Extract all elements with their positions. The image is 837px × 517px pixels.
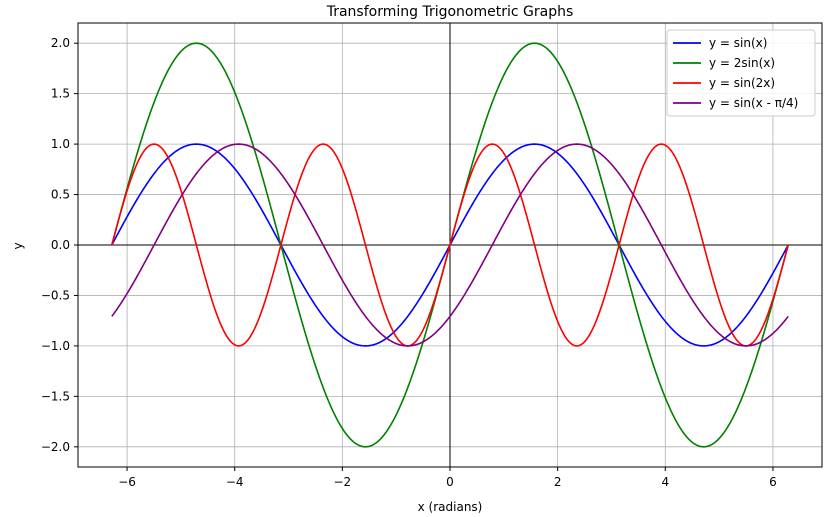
y-axis-title: y: [11, 242, 25, 249]
legend-box: [666, 29, 816, 117]
y-axis: −2.0 −1.5 −1.0 −0.5 0.0 0.5 1.0 1.5 2.0: [41, 36, 78, 454]
y-tick-label: 1.5: [51, 87, 70, 101]
x-tick-label: 0: [446, 475, 454, 489]
legend-label-2: y = 2sin(x): [709, 56, 775, 70]
x-axis-title: x (radians): [418, 500, 483, 514]
y-tick-label: −2.0: [41, 440, 70, 454]
y-tick-label: 0.5: [51, 188, 70, 202]
y-tick-label: 2.0: [51, 36, 70, 50]
y-tick-label: −1.5: [41, 389, 70, 403]
x-tick-label: −6: [118, 475, 136, 489]
x-tick-label: −4: [226, 475, 244, 489]
legend: y = sin(x) y = 2sin(x) y = sin(2x) y = sin(…: [666, 29, 816, 117]
x-tick-label: 2: [554, 475, 562, 489]
legend-label-1: y = sin(x): [709, 36, 767, 50]
y-tick-label: −0.5: [41, 288, 70, 302]
y-tick-label: −1.0: [41, 339, 70, 353]
x-tick-label: 6: [769, 475, 777, 489]
x-axis: −6 −4 −2 0 2 4 6: [118, 467, 777, 489]
series-line-3: [111, 143, 789, 347]
x-tick-label: −2: [334, 475, 352, 489]
x-tick-label: 4: [661, 475, 669, 489]
y-tick-label: 1.0: [51, 137, 70, 151]
legend-label-3: y = sin(2x): [709, 76, 775, 90]
legend-label-4: y = sin(x - π/4): [709, 96, 798, 110]
y-tick-label: 0.0: [51, 238, 70, 252]
series-group: [111, 42, 789, 448]
chart-title: Transforming Trigonometric Graphs: [326, 4, 574, 20]
series-line-4: [111, 143, 789, 347]
